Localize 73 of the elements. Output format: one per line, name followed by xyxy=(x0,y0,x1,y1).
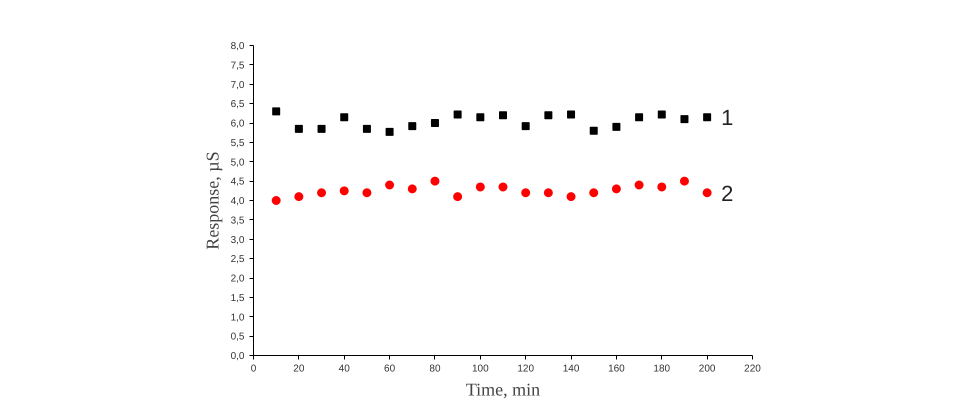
point xyxy=(703,113,712,122)
point xyxy=(430,119,439,127)
x-axis-title: Time, min xyxy=(466,380,540,400)
y-tick-label: 7,5 xyxy=(230,60,245,72)
y-tick-label: 0,5 xyxy=(230,332,245,343)
point xyxy=(521,188,530,198)
x-tick-label: 0 xyxy=(250,364,257,374)
y-tick-label: 3,0 xyxy=(230,234,245,246)
point xyxy=(590,126,598,135)
point xyxy=(453,192,462,202)
point xyxy=(657,182,666,192)
x-tick-label: 60 xyxy=(384,364,396,374)
point xyxy=(318,124,326,133)
point xyxy=(385,180,394,190)
y-tick-label: 1,0 xyxy=(230,312,245,324)
point xyxy=(658,110,666,118)
point xyxy=(272,196,281,205)
point xyxy=(454,110,462,118)
y-tick-label: 1,5 xyxy=(230,292,245,304)
x-tick-label: 180 xyxy=(653,364,671,374)
y-tick-label: 5,5 xyxy=(230,138,245,149)
point xyxy=(567,110,576,118)
point xyxy=(408,184,417,194)
y-tick-label: 6,5 xyxy=(230,99,245,110)
x-tick-label: 140 xyxy=(562,364,580,374)
x-tick-label: 100 xyxy=(472,364,490,374)
y-axis-title: Response, µS xyxy=(202,151,223,250)
point xyxy=(430,176,440,186)
point xyxy=(635,113,644,122)
point xyxy=(386,128,394,136)
point xyxy=(544,111,552,120)
x-tick-label: 80 xyxy=(429,364,441,374)
point xyxy=(476,113,484,122)
point xyxy=(634,180,644,190)
x-tick-label: 40 xyxy=(338,364,350,374)
point xyxy=(522,122,530,130)
point xyxy=(702,188,712,198)
point xyxy=(680,115,688,124)
point xyxy=(362,124,371,133)
y-tick-label: 6,0 xyxy=(230,118,245,130)
y-tick-label: 8,0 xyxy=(230,41,245,52)
x-tick-label: 160 xyxy=(608,364,626,374)
point xyxy=(294,124,303,133)
point xyxy=(362,188,372,198)
y-tick-label: 7,0 xyxy=(230,80,245,91)
point xyxy=(498,182,508,192)
point xyxy=(566,192,576,202)
y-tick-label: 4,5 xyxy=(230,176,245,188)
x-tick-label: 200 xyxy=(698,364,716,374)
point xyxy=(612,184,621,194)
point xyxy=(272,107,280,116)
point xyxy=(317,188,326,198)
y-tick-label: 3,5 xyxy=(230,215,245,226)
y-tick-label: 2,5 xyxy=(230,254,245,266)
point xyxy=(680,176,689,186)
point xyxy=(476,182,485,192)
point xyxy=(340,186,349,196)
x-tick-label: 20 xyxy=(293,364,305,374)
y-tick-label: 0,0 xyxy=(230,351,245,362)
point xyxy=(544,188,553,198)
point xyxy=(612,122,620,131)
y-tick-label: 2,0 xyxy=(230,274,245,284)
point xyxy=(589,188,598,198)
series-label: 1 xyxy=(721,105,734,130)
y-tick-label: 4,0 xyxy=(230,196,245,207)
point xyxy=(294,192,304,202)
point xyxy=(408,122,416,130)
x-tick-label: 120 xyxy=(517,364,534,374)
y-tick-label: 5,0 xyxy=(230,157,245,168)
series-label: 2 xyxy=(721,180,734,206)
point xyxy=(340,113,348,122)
point xyxy=(499,111,507,120)
x-tick-label: 220 xyxy=(744,364,762,374)
